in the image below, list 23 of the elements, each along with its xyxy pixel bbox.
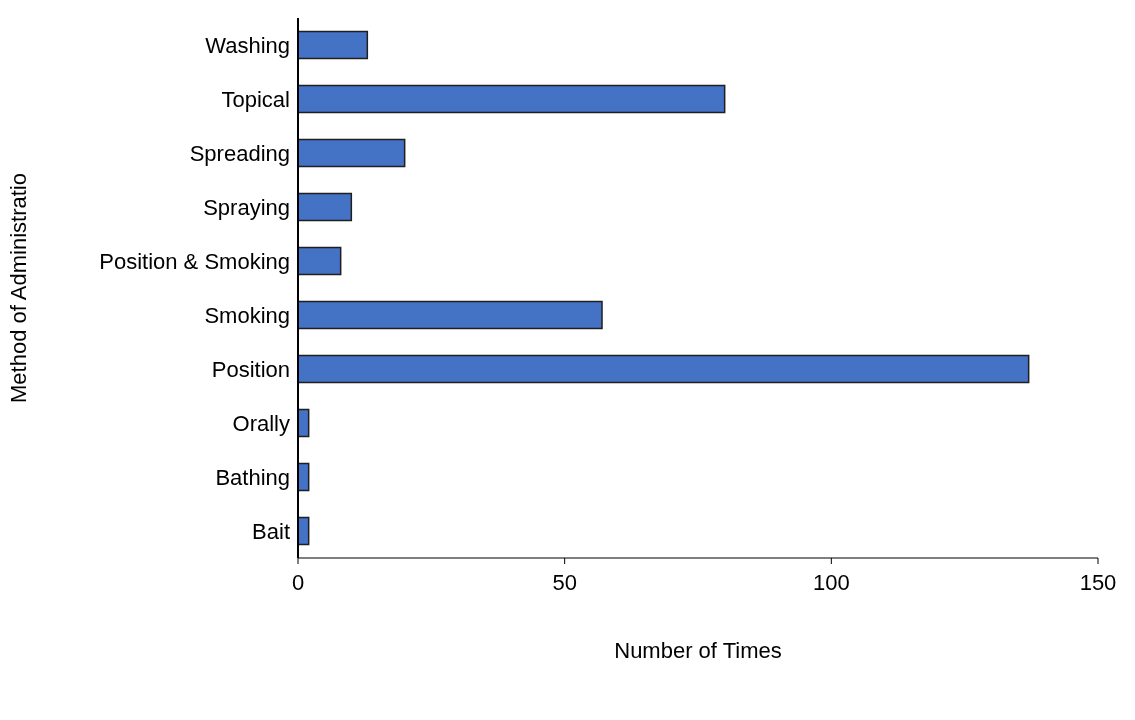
y-tick-label: Bait — [252, 518, 290, 544]
y-tick-label: Position & Smoking — [99, 248, 290, 274]
y-tick-label: Orally — [232, 410, 290, 436]
y-tick-label: Spraying — [203, 194, 290, 220]
y-tick-label: Washing — [205, 32, 290, 58]
x-tick-label: 150 — [1079, 569, 1117, 595]
bar — [298, 300, 603, 330]
y-axis-title: Method of Administratio — [5, 173, 31, 403]
x-tick-label: 50 — [552, 569, 577, 595]
bar — [298, 84, 726, 114]
y-tick-label: Spreading — [189, 140, 290, 166]
y-tick-label: Topical — [221, 86, 290, 112]
bar — [298, 138, 406, 168]
bar — [298, 30, 369, 60]
x-axis-title: Number of Times — [614, 638, 782, 663]
y-tick-label: Position — [211, 356, 290, 382]
y-tick-label: Bathing — [215, 464, 290, 490]
bar — [298, 246, 342, 276]
y-tick-label: Smoking — [204, 302, 290, 328]
x-tick-label: 100 — [812, 569, 850, 595]
bar — [298, 192, 353, 222]
bar — [298, 354, 1030, 384]
x-tick-label: 0 — [291, 569, 305, 595]
